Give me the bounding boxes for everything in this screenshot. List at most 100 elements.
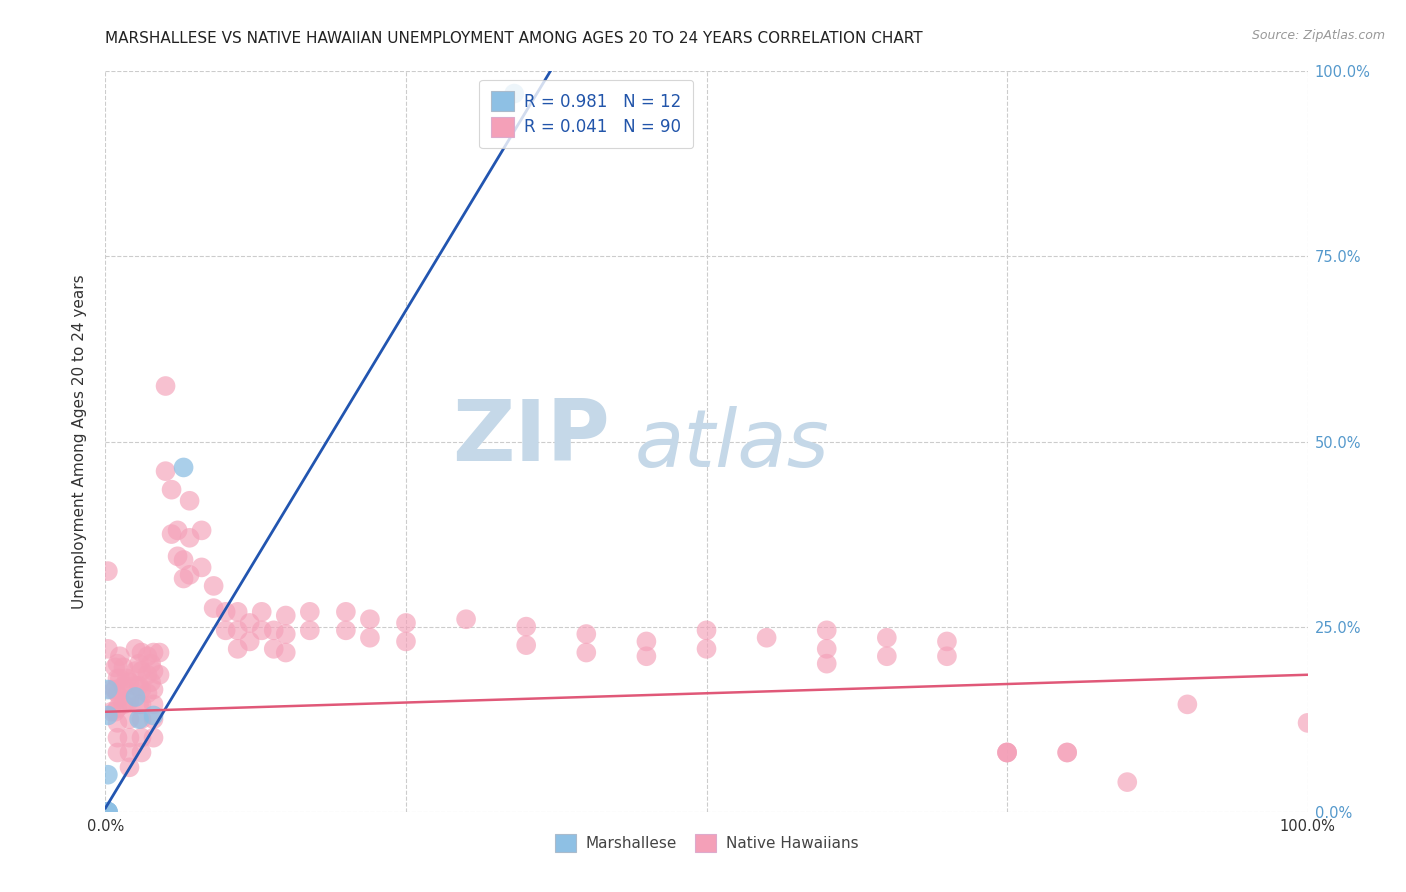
Point (131, 646, 153, 660)
Point (107, 701, 129, 715)
Point (995, 746, 1018, 760)
Point (115, 694, 138, 708)
Point (104, 682, 127, 697)
Point (142, 698, 165, 712)
Point (755, 631, 778, 645)
Point (131, 712, 153, 726)
Point (179, 531, 201, 545)
Point (107, 731, 129, 745)
Point (1056, 746, 1078, 760)
Point (876, 649, 898, 664)
Text: Source: ZipAtlas.com: Source: ZipAtlas.com (1251, 29, 1385, 42)
Point (696, 641, 718, 656)
Point (97, 564, 120, 578)
Point (179, 567, 201, 582)
Point (239, 615, 262, 630)
Point (503, 87, 526, 101)
Point (995, 746, 1018, 760)
Point (160, 483, 183, 497)
Point (815, 624, 838, 638)
Point (575, 627, 598, 641)
Point (118, 731, 141, 745)
Point (97, 708, 120, 723)
Point (179, 493, 201, 508)
Point (104, 660, 127, 674)
Point (1175, 698, 1198, 712)
Point (815, 641, 838, 656)
Point (97, 805, 120, 819)
Point (118, 675, 141, 690)
Point (142, 664, 165, 678)
Point (298, 624, 321, 638)
Point (108, 690, 131, 704)
Point (263, 624, 285, 638)
Point (136, 667, 159, 681)
Point (128, 679, 150, 693)
Point (131, 664, 153, 678)
Point (876, 631, 898, 645)
Point (202, 601, 225, 615)
Point (104, 705, 127, 719)
Point (359, 612, 381, 626)
Point (515, 619, 537, 633)
Point (107, 672, 129, 686)
Point (575, 646, 598, 660)
Point (250, 605, 273, 619)
Point (636, 649, 658, 664)
Point (359, 631, 381, 645)
Point (173, 553, 195, 567)
Point (148, 646, 170, 660)
Point (107, 746, 129, 760)
Point (100, 705, 122, 719)
Point (166, 549, 188, 564)
Point (97, 641, 120, 656)
Legend: Marshallese, Native Hawaiians: Marshallese, Native Hawaiians (547, 827, 866, 860)
Point (815, 657, 838, 671)
Point (142, 712, 165, 726)
Point (108, 672, 131, 686)
Point (128, 712, 150, 726)
Point (107, 657, 129, 671)
Point (190, 524, 212, 538)
Point (395, 615, 418, 630)
Point (124, 679, 146, 693)
Point (696, 624, 718, 638)
Text: ZIP: ZIP (453, 396, 610, 479)
Point (107, 715, 129, 730)
Point (118, 746, 141, 760)
Point (274, 646, 297, 660)
Text: MARSHALLESE VS NATIVE HAWAIIAN UNEMPLOYMENT AMONG AGES 20 TO 24 YEARS CORRELATIO: MARSHALLESE VS NATIVE HAWAIIAN UNEMPLOYM… (105, 31, 924, 46)
Point (131, 731, 153, 745)
Point (131, 746, 153, 760)
Point (250, 624, 273, 638)
Point (226, 641, 249, 656)
Point (100, 682, 122, 697)
Point (107, 686, 129, 700)
Point (148, 667, 170, 681)
Point (97, 805, 120, 819)
Point (995, 746, 1018, 760)
Point (274, 627, 297, 641)
Point (395, 634, 418, 648)
Point (118, 760, 141, 774)
Point (97, 682, 120, 697)
Point (263, 641, 285, 656)
Point (136, 686, 159, 700)
Point (936, 634, 959, 648)
Text: atlas: atlas (634, 406, 830, 484)
Point (142, 708, 165, 723)
Point (214, 624, 236, 638)
Point (97, 767, 120, 781)
Point (226, 624, 249, 638)
Point (298, 605, 321, 619)
Point (202, 579, 225, 593)
Point (454, 612, 477, 626)
Point (112, 698, 135, 712)
Point (142, 682, 165, 697)
Point (97, 805, 120, 819)
Point (97, 805, 120, 819)
Point (226, 605, 249, 619)
Point (1296, 715, 1319, 730)
Point (131, 682, 153, 697)
Point (335, 624, 357, 638)
